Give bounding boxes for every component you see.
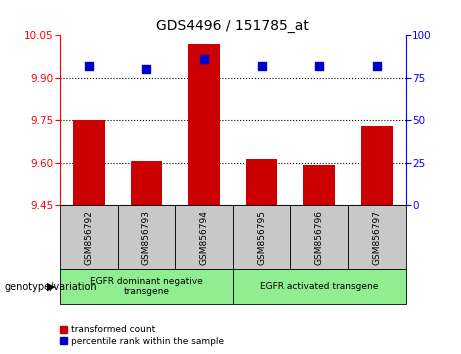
Point [85,63,92,69]
Point [200,56,207,62]
Text: GSM856793: GSM856793 [142,210,151,265]
Text: GSM856795: GSM856795 [257,210,266,265]
Point [142,67,150,72]
Legend: transformed count, percentile rank within the sample: transformed count, percentile rank withi… [60,325,224,346]
Text: ▶: ▶ [47,282,55,292]
Text: EGFR dominant negative
transgene: EGFR dominant negative transgene [90,277,203,296]
Bar [188,44,220,205]
Bar [303,165,335,205]
Text: GSM856796: GSM856796 [315,210,324,265]
Title: GDS4496 / 151785_at: GDS4496 / 151785_at [156,19,309,33]
Text: GSM856792: GSM856792 [84,210,93,265]
Bar [246,159,278,205]
Text: genotype/variation: genotype/variation [5,282,97,292]
Text: GSM856794: GSM856794 [200,210,208,265]
Bar [73,120,105,205]
Point [373,63,381,69]
Bar [130,161,162,205]
Text: EGFR activated transgene: EGFR activated transgene [260,282,378,291]
Point [258,63,266,69]
Text: GSM856797: GSM856797 [372,210,381,265]
Point [315,63,323,69]
Bar [361,126,393,205]
